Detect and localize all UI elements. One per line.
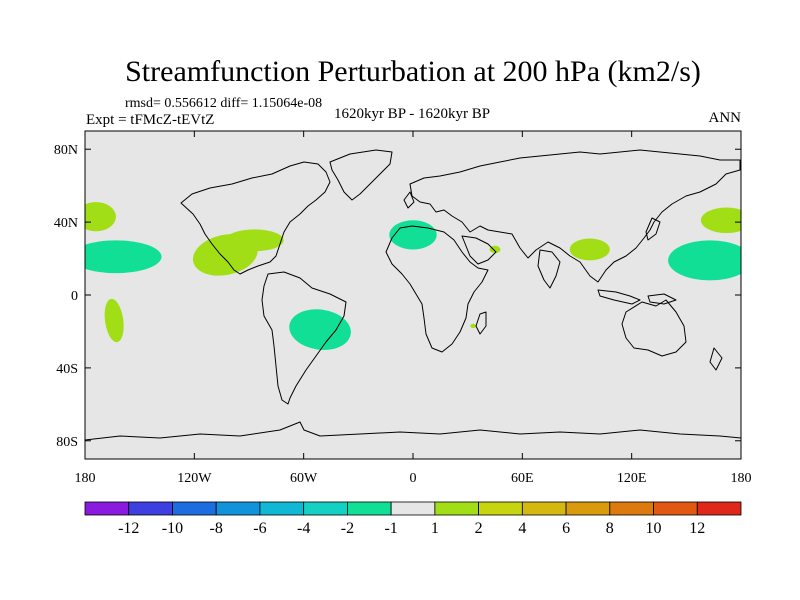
region-10 [668,240,741,281]
coast-antarctica [85,421,741,441]
coast-madagascar [475,311,487,335]
coast-new-guinea [647,293,677,305]
y-axis: 80N 40N 0 40S 80S [54,143,741,450]
colorbar-box-0 [84,501,130,516]
chart-title: Streamfunction Perturbation at 200 hPa (… [125,55,701,88]
colorbar-label-0: -12 [118,520,139,537]
coastlines [85,149,741,441]
region-6 [389,220,437,250]
coast-indonesia [597,289,641,305]
colorbar-box-10 [521,501,567,516]
y-tick-label-3: 40S [56,362,78,377]
experiment-label: Expt = tFMcZ-tEVtZ [86,112,214,128]
x-tick-label-6: 180 [731,471,752,486]
colorbar-label-3: -6 [253,520,266,537]
y-tick-label-4: 80S [56,435,78,450]
region-11 [700,207,741,234]
colorbar-label-2: -8 [210,520,223,537]
stats-label: rmsd= 0.556612 diff= 1.15064e-08 [125,96,322,111]
coast-australia [621,299,687,357]
x-tick-label-1: 120W [177,471,212,486]
colorbar-box-14 [696,501,742,516]
x-tick-label-0: 180 [75,471,96,486]
coast-new-zealand [709,347,723,371]
colorbar-box-7 [390,501,436,516]
colorbar-label-6: -1 [384,520,397,537]
colorbar-box-8 [434,501,480,516]
colorbar-label-12: 10 [646,520,662,537]
coast-south-america [261,271,347,405]
colorbar-label-9: 4 [518,520,526,537]
coast-arabia [461,235,497,265]
x-tick-label-5: 120E [617,471,647,486]
colorbar-label-13: 12 [689,520,705,537]
colorbar-label-1: -10 [162,520,183,537]
colorbar-label-7: 1 [431,520,439,537]
season-label: ANN [709,110,742,126]
colorbar-box-3 [215,501,261,516]
colorbar-box-2 [172,501,217,516]
coast-uk [403,191,415,209]
y-tick-label-1: 40N [54,216,78,231]
colorbar-box-6 [346,501,392,516]
colorbar-label-10: 6 [562,520,570,537]
colorbar-box-12 [609,501,654,516]
coast-india [537,249,561,289]
colorbar: -12 -10 -8 -6 -4 -2 -1 1 2 4 6 8 10 12 [84,501,742,537]
region-4 [225,229,284,252]
colorbar-box-11 [565,501,611,516]
map-background [85,131,741,459]
period-label: 1620kyr BP - 1620kyr BP [334,106,490,122]
colorbar-box-1 [128,501,173,516]
y-tick-label-2: 0 [71,289,78,304]
region-1 [85,240,162,274]
colorbar-label-8: 2 [475,520,483,537]
colorbar-label-11: 8 [606,520,614,537]
coast-greenland [329,149,393,201]
x-axis: 180 120W 60W 0 60E 120E 180 [75,131,752,486]
x-tick-label-4: 60E [511,471,534,486]
region-0 [85,202,116,232]
region-2 [104,298,124,343]
colorbar-box-13 [653,501,698,516]
y-tick-label-0: 80N [54,143,78,158]
region-9 [569,238,610,261]
region-8 [470,323,476,329]
colorbar-box-4 [259,501,305,516]
contour-regions [85,202,741,350]
x-tick-label-2: 60W [290,471,318,486]
x-tick-label-3: 0 [410,471,417,486]
coast-north-america [180,161,331,275]
colorbar-box-5 [303,501,348,516]
colorbar-box-9 [478,501,523,516]
coast-africa [385,225,489,353]
colorbar-label-4: -4 [297,520,310,537]
region-5 [289,309,351,350]
colorbar-label-5: -2 [341,520,354,537]
coast-japan [645,217,661,241]
